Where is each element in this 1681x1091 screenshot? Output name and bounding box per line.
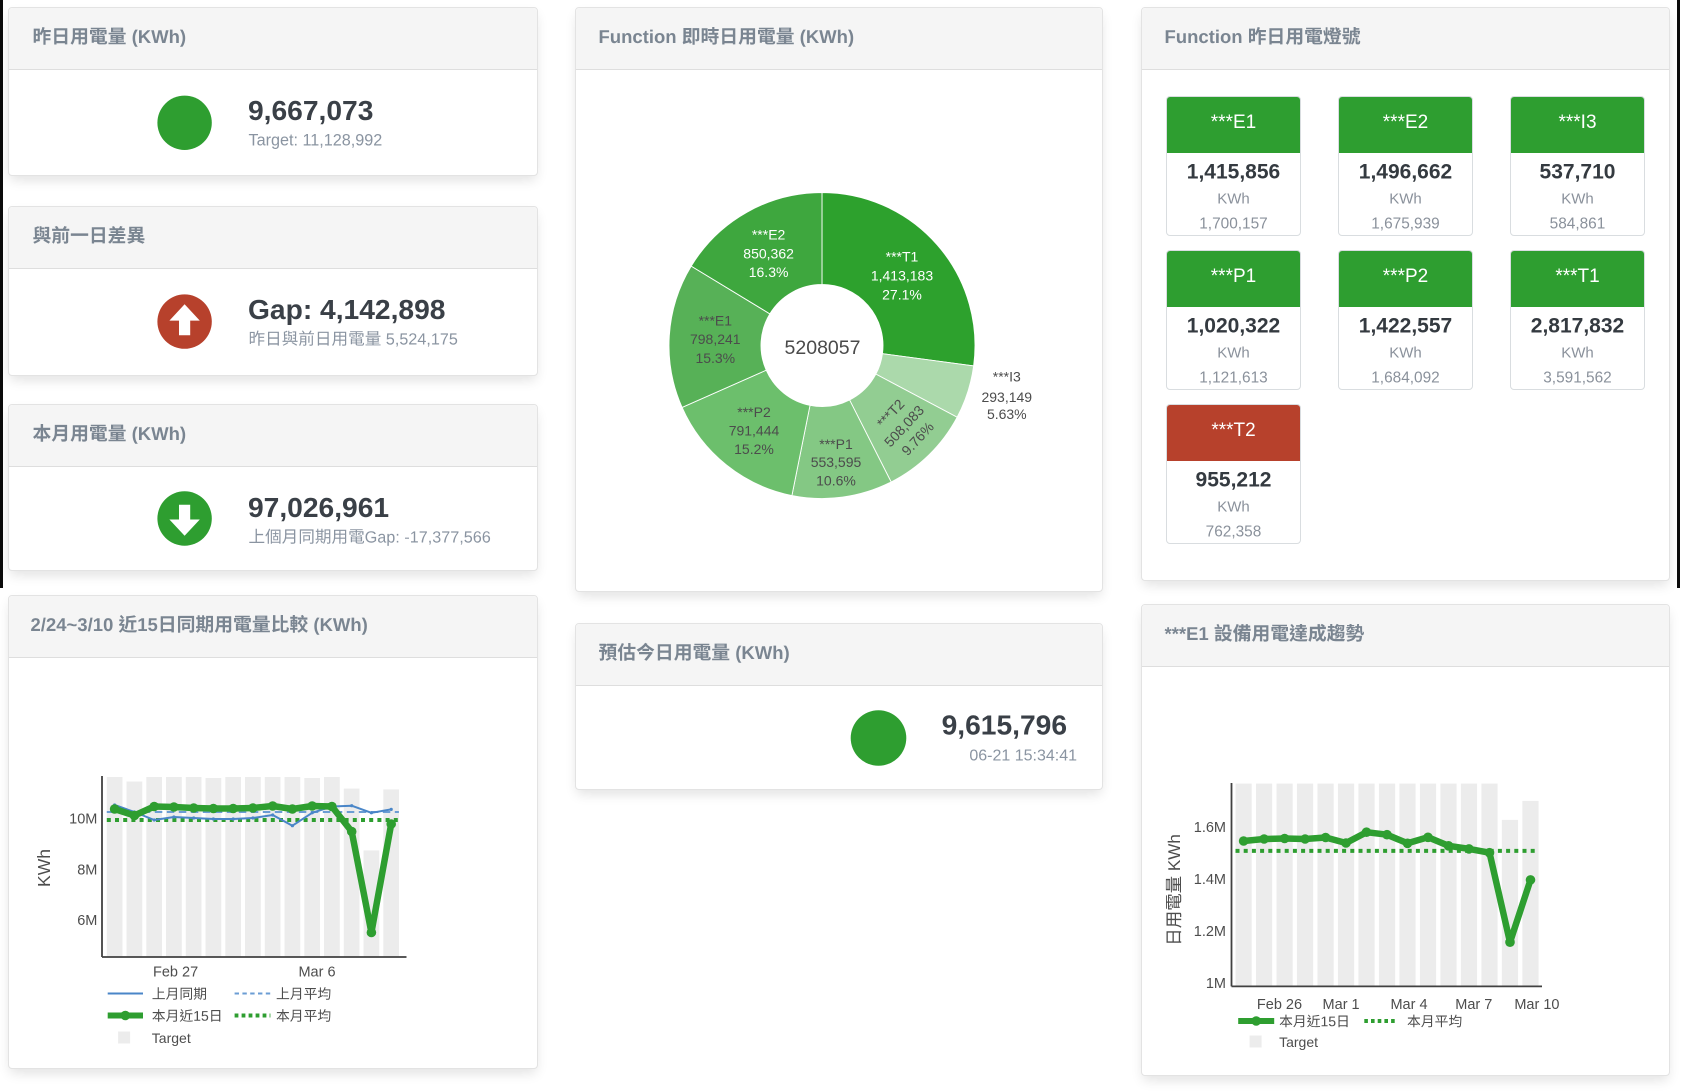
svg-text:Mar 4: Mar 4 bbox=[1390, 997, 1427, 1013]
svg-text:1,496,662: 1,496,662 bbox=[1359, 160, 1452, 183]
svg-text:1,415,856: 1,415,856 bbox=[1187, 160, 1280, 183]
svg-text:***T2: ***T2 bbox=[1211, 420, 1255, 441]
svg-text:Target: 11,128,992: Target: 11,128,992 bbox=[249, 132, 383, 150]
svg-text:***P2: ***P2 bbox=[1383, 266, 1428, 287]
svg-text:8M: 8M bbox=[77, 863, 97, 879]
svg-text:06-21 15:34:41: 06-21 15:34:41 bbox=[969, 748, 1077, 765]
svg-text:Feb 26: Feb 26 bbox=[1257, 997, 1302, 1013]
svg-text:293,149: 293,149 bbox=[981, 389, 1032, 405]
svg-text:***T1: ***T1 bbox=[886, 249, 919, 265]
svg-text:955,212: 955,212 bbox=[1196, 468, 1272, 491]
svg-text:10.6%: 10.6% bbox=[816, 472, 856, 488]
svg-text:***E1: ***E1 bbox=[1211, 112, 1256, 133]
svg-text:KWh: KWh bbox=[1217, 190, 1250, 207]
svg-text:Target: Target bbox=[152, 1030, 191, 1046]
svg-text:15.2%: 15.2% bbox=[734, 441, 774, 457]
svg-text:KWh: KWh bbox=[1389, 190, 1422, 207]
svg-text:***E2: ***E2 bbox=[752, 227, 786, 243]
svg-text:27.1%: 27.1% bbox=[882, 286, 922, 302]
svg-text:537,710: 537,710 bbox=[1540, 160, 1616, 183]
svg-text:798,241: 798,241 bbox=[690, 331, 741, 347]
svg-text:3,591,562: 3,591,562 bbox=[1543, 369, 1611, 386]
svg-text:Mar 10: Mar 10 bbox=[1514, 997, 1559, 1013]
svg-text:16.3%: 16.3% bbox=[749, 264, 789, 280]
svg-text:***T1: ***T1 bbox=[1555, 266, 1599, 287]
svg-text:KWh: KWh bbox=[1217, 498, 1250, 515]
svg-text:***P1: ***P1 bbox=[1211, 266, 1256, 287]
svg-text:1,675,939: 1,675,939 bbox=[1371, 215, 1439, 232]
svg-text:9,615,796: 9,615,796 bbox=[942, 709, 1067, 741]
svg-text:791,444: 791,444 bbox=[729, 423, 780, 439]
svg-text:1,700,157: 1,700,157 bbox=[1199, 215, 1267, 232]
svg-text:15.3%: 15.3% bbox=[695, 350, 735, 366]
svg-text:850,362: 850,362 bbox=[743, 246, 794, 262]
svg-text:1,413,183: 1,413,183 bbox=[871, 268, 933, 284]
svg-text:762,358: 762,358 bbox=[1206, 523, 1262, 540]
svg-text:KWh: KWh bbox=[1389, 344, 1422, 361]
svg-text:1,422,557: 1,422,557 bbox=[1359, 314, 1452, 337]
svg-text:97,026,961: 97,026,961 bbox=[248, 491, 389, 523]
svg-text:2,817,832: 2,817,832 bbox=[1531, 314, 1624, 337]
svg-text:KWh: KWh bbox=[1217, 344, 1250, 361]
svg-text:9,667,073: 9,667,073 bbox=[248, 94, 373, 126]
svg-text:584,861: 584,861 bbox=[1550, 215, 1606, 232]
svg-text:***P1: ***P1 bbox=[819, 436, 853, 452]
svg-text:10M: 10M bbox=[69, 812, 97, 828]
svg-text:***E2: ***E2 bbox=[1383, 112, 1428, 133]
svg-text:KWh: KWh bbox=[1561, 344, 1594, 361]
svg-text:Feb 27: Feb 27 bbox=[153, 964, 198, 980]
svg-text:6M: 6M bbox=[77, 913, 97, 929]
svg-text:***P2: ***P2 bbox=[737, 404, 771, 420]
svg-text:1.2M: 1.2M bbox=[1194, 924, 1226, 940]
svg-text:***I3: ***I3 bbox=[1558, 112, 1596, 133]
svg-text:***E1: ***E1 bbox=[699, 312, 733, 328]
svg-text:Mar 6: Mar 6 bbox=[298, 964, 335, 980]
svg-text:1,121,613: 1,121,613 bbox=[1199, 369, 1267, 386]
svg-text:1.6M: 1.6M bbox=[1194, 820, 1226, 836]
svg-text:Mar 1: Mar 1 bbox=[1323, 997, 1360, 1013]
svg-text:1,020,322: 1,020,322 bbox=[1187, 314, 1280, 337]
svg-text:KWh: KWh bbox=[34, 849, 54, 887]
svg-text:Gap: 4,142,898: Gap: 4,142,898 bbox=[248, 293, 445, 325]
svg-text:5.63%: 5.63% bbox=[987, 406, 1027, 422]
svg-text:KWh: KWh bbox=[1561, 190, 1594, 207]
svg-text:Mar 7: Mar 7 bbox=[1455, 997, 1492, 1013]
svg-text:***I3: ***I3 bbox=[993, 369, 1021, 385]
svg-text:1,684,092: 1,684,092 bbox=[1371, 369, 1439, 386]
svg-text:1.4M: 1.4M bbox=[1194, 872, 1226, 888]
svg-text:553,595: 553,595 bbox=[811, 454, 862, 470]
svg-text:5208057: 5208057 bbox=[785, 337, 861, 359]
svg-text:Target: Target bbox=[1279, 1034, 1318, 1050]
svg-text:1M: 1M bbox=[1206, 976, 1226, 992]
